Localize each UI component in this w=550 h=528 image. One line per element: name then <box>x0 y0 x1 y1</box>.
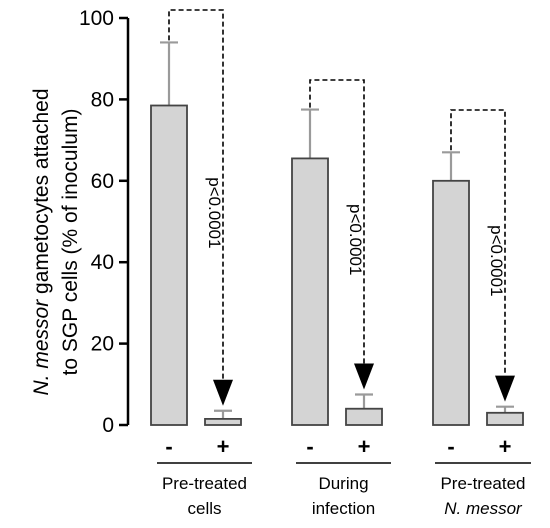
significance-arrow <box>213 379 233 406</box>
p-value-label: p<0.0001 <box>487 225 506 296</box>
significance-bracket <box>450 109 506 376</box>
y-tick-label: 0 <box>102 414 114 437</box>
bar <box>432 179 470 426</box>
y-tick-label: 100 <box>79 7 114 30</box>
bar-sign-label: + <box>499 434 512 459</box>
bar <box>291 157 329 426</box>
y-axis-label-line2: to SGP cells (% of inoculum) <box>59 109 82 376</box>
y-tick-label: 60 <box>91 170 114 193</box>
bar-sign-label: - <box>447 434 454 459</box>
p-value-label: p<0.0001 <box>346 204 365 275</box>
y-tick-label: 40 <box>91 251 114 274</box>
group-label: Pre-treated <box>440 474 525 493</box>
group-label: Pre-treated <box>162 474 247 493</box>
plot-area: 0 20 40 60 80 100 - + p<0.0001 Pre-treated cells - +… <box>79 7 531 518</box>
group-label: During <box>318 474 368 493</box>
y-tick-label: 80 <box>91 88 114 111</box>
significance-arrow <box>354 363 374 390</box>
group-label-line2: N. messor <box>444 499 523 518</box>
bar <box>486 411 524 426</box>
significance-bracket <box>168 9 224 380</box>
group-label-line2: cells <box>187 499 221 518</box>
bar <box>204 417 242 426</box>
bar <box>345 407 383 426</box>
y-tick-label: 20 <box>91 333 114 356</box>
group-label-line2: infection <box>312 499 375 518</box>
bar-sign-label: + <box>217 434 230 459</box>
significance-arrow <box>495 375 515 402</box>
p-value-label: p<0.0001 <box>205 177 224 248</box>
bar <box>150 104 188 426</box>
bar-sign-label: + <box>358 434 371 459</box>
bar-sign-label: - <box>306 434 313 459</box>
y-axis-label: N. messor gametocytes attached <box>30 89 53 396</box>
bar-sign-label: - <box>165 434 172 459</box>
